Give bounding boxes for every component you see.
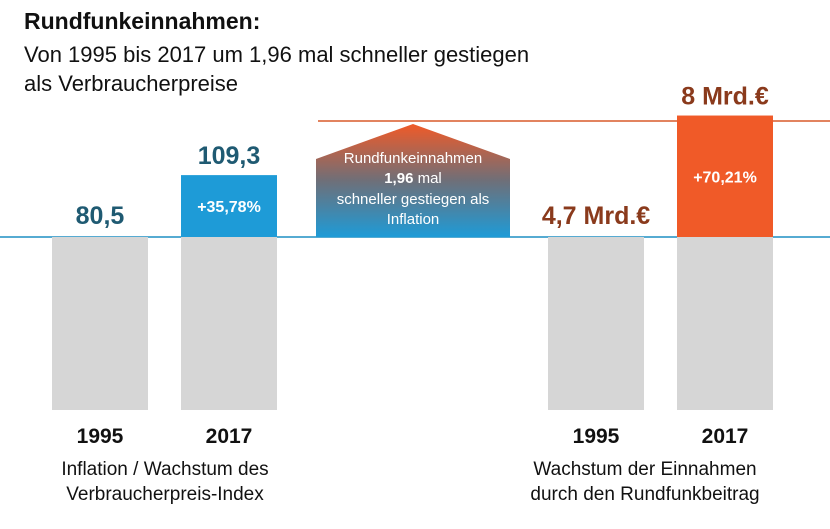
bar-revenue-2017-base bbox=[677, 237, 773, 410]
data-label-inflation-2017: 109,3 bbox=[198, 142, 261, 170]
comparison-arrow bbox=[316, 124, 510, 237]
caption-inflation-line-2: Verbraucherpreis-Index bbox=[66, 484, 264, 505]
tick-label-inflation-1995: 1995 bbox=[77, 425, 124, 448]
caption-revenue-line-1: Wachstum der Einnahmen bbox=[533, 459, 756, 480]
arrow-text-line-1: Rundfunkeinnahmen bbox=[344, 150, 482, 167]
chart-title: Rundfunkeinnahmen: bbox=[24, 8, 261, 34]
caption-revenue-line-2: durch den Rundfunkbeitrag bbox=[530, 484, 759, 505]
tick-label-revenue-2017: 2017 bbox=[702, 425, 749, 448]
subtitle-line-2: als Verbraucherpreise bbox=[24, 71, 239, 96]
data-label-inflation-1995: 80,5 bbox=[76, 202, 125, 230]
arrow-text-line-2: 1,96 mal bbox=[384, 170, 442, 187]
chart-subtitle: Von 1995 bis 2017 um 1,96 mal schneller … bbox=[24, 40, 664, 98]
tick-label-inflation-2017: 2017 bbox=[206, 425, 253, 448]
arrow-factor-unit: mal bbox=[413, 170, 441, 187]
arrow-text-line-3: schneller gestiegen als bbox=[337, 191, 490, 208]
bar-inflation-2017-base bbox=[181, 237, 277, 410]
increase-label-revenue: +70,21% bbox=[693, 169, 757, 186]
bar-inflation-2017-increase bbox=[181, 175, 277, 237]
bar-inflation-1995 bbox=[52, 237, 148, 410]
data-label-revenue-2017: 8 Mrd.€ bbox=[681, 83, 769, 111]
bar-revenue-1995 bbox=[548, 237, 644, 410]
data-label-revenue-1995: 4,7 Mrd.€ bbox=[542, 202, 650, 230]
tick-label-revenue-1995: 1995 bbox=[573, 425, 620, 448]
arrow-factor: 1,96 bbox=[384, 170, 413, 187]
arrow-text-line-4: Inflation bbox=[387, 211, 440, 228]
caption-inflation-line-1: Inflation / Wachstum des bbox=[61, 459, 268, 480]
subtitle-line-1: Von 1995 bis 2017 um 1,96 mal schneller … bbox=[24, 42, 530, 67]
increase-label-inflation: +35,78% bbox=[197, 199, 261, 216]
bar-revenue-2017-increase bbox=[677, 115, 773, 237]
